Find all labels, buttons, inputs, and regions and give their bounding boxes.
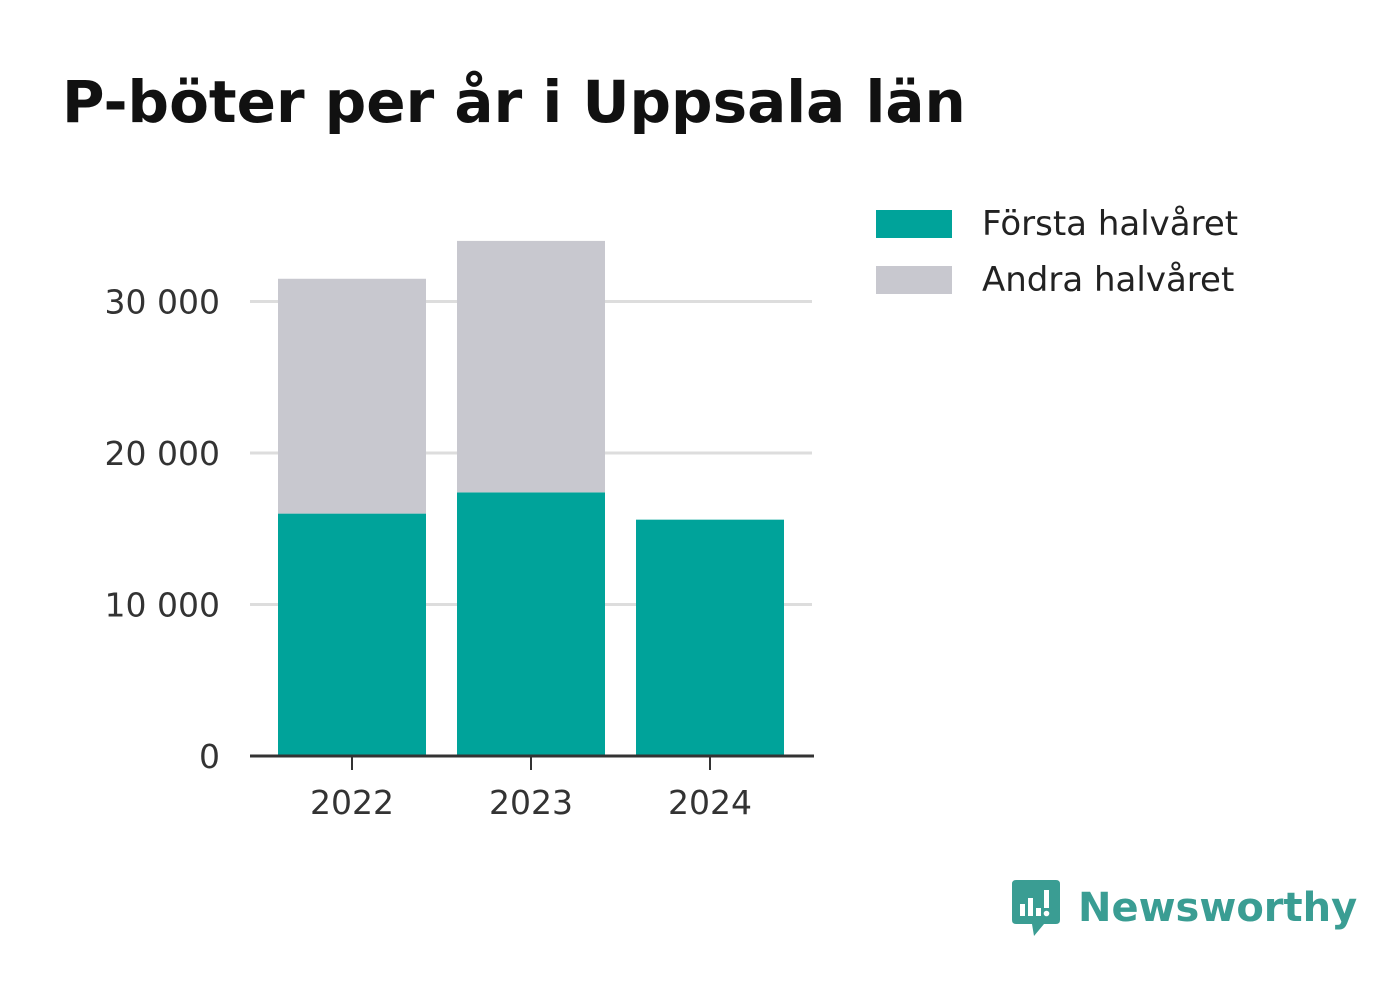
axes: 0 10 000 20 000 30 000 2022 2023 2024 bbox=[105, 283, 814, 822]
legend-label-second-half: Andra halvåret bbox=[982, 260, 1235, 300]
legend: Första halvåret Andra halvåret bbox=[876, 196, 1238, 308]
newsworthy-logo-icon bbox=[1012, 880, 1060, 936]
y-tick-label: 0 bbox=[199, 737, 220, 776]
legend-swatch-second-half bbox=[876, 266, 952, 294]
legend-item-second-half: Andra halvåret bbox=[876, 252, 1238, 308]
legend-swatch-first-half bbox=[876, 210, 952, 238]
bar-2022-series-2 bbox=[278, 278, 426, 514]
brand-name: Newsworthy bbox=[1078, 885, 1358, 931]
bar-2023-series-1 bbox=[457, 492, 605, 756]
x-tick-label: 2023 bbox=[489, 783, 573, 822]
x-tick-label: 2024 bbox=[668, 783, 752, 822]
brand: Newsworthy bbox=[1010, 876, 1357, 940]
bars bbox=[278, 240, 784, 756]
y-tick-label: 10 000 bbox=[105, 586, 220, 625]
y-tick-label: 30 000 bbox=[105, 283, 220, 322]
x-tick-label: 2022 bbox=[310, 783, 394, 822]
bar-2022-series-1 bbox=[278, 513, 426, 756]
y-tick-label: 20 000 bbox=[105, 434, 220, 473]
legend-label-first-half: Första halvåret bbox=[982, 204, 1239, 244]
bar-2024-series-1 bbox=[636, 519, 784, 756]
bar-2023-series-2 bbox=[457, 240, 605, 493]
legend-item-first-half: Första halvåret bbox=[876, 196, 1238, 252]
page-title: P-böter per år i Uppsala län bbox=[62, 68, 966, 136]
